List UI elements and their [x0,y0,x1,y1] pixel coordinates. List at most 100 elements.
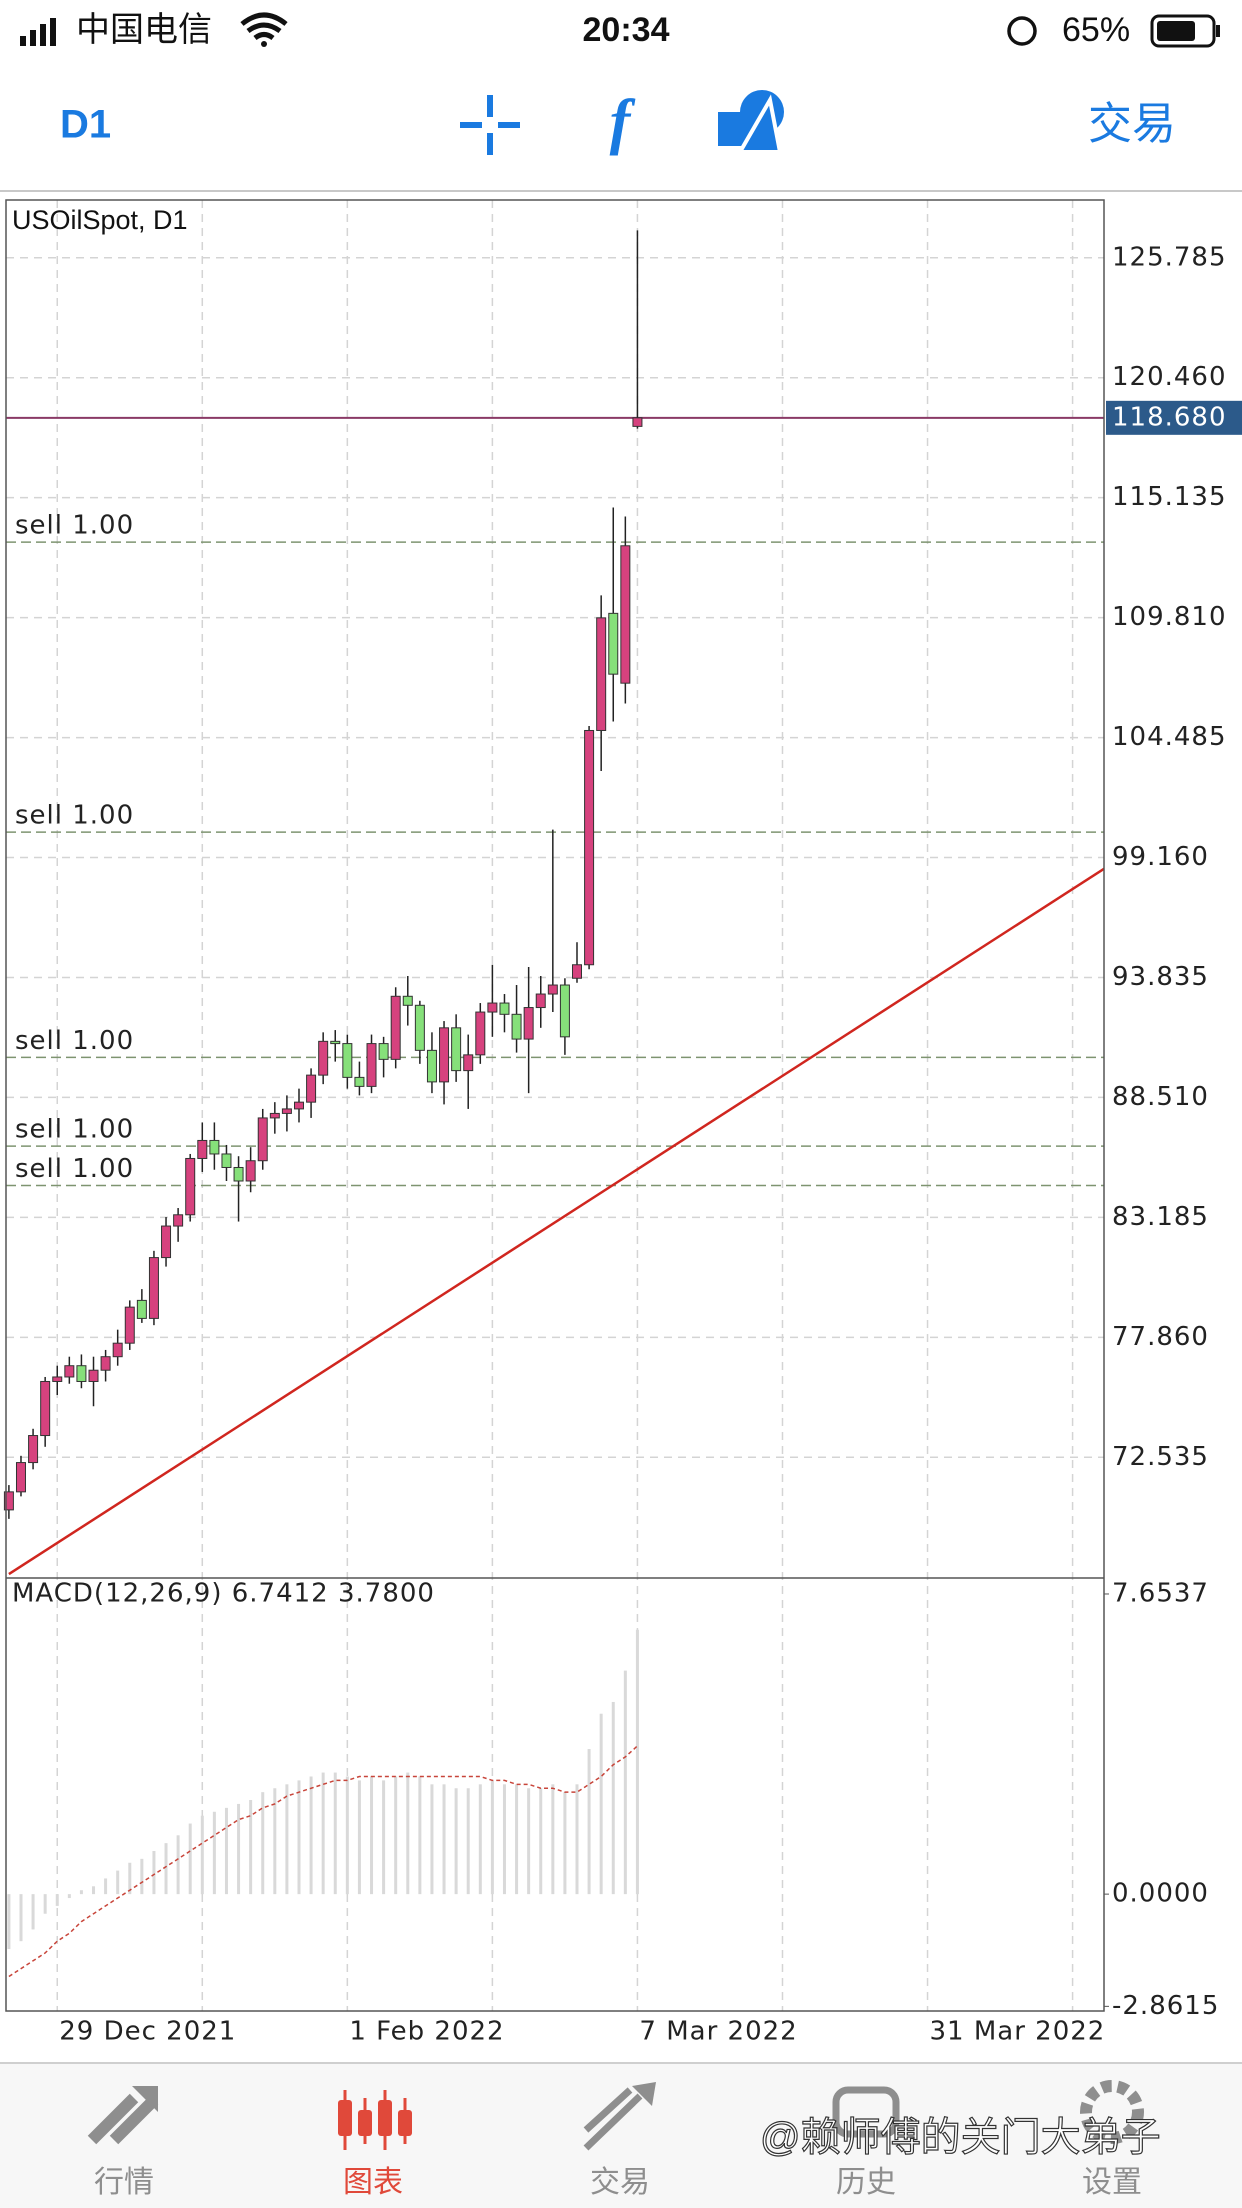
histogram-bar [104,1878,108,1895]
histogram-bar [31,1894,35,1930]
candle-body [571,964,582,979]
tab-label[interactable]: 交易 [590,2166,650,2199]
lock-icon [1007,16,1037,46]
histogram-bar [502,1784,506,1895]
histogram-bar [623,1670,627,1895]
tab-label[interactable]: 行情 [94,2166,154,2199]
y-tick-label: 83.185 [1112,1202,1209,1232]
candle-body [221,1153,232,1168]
histogram-bar [430,1784,434,1895]
histogram-bar [200,1815,204,1895]
histogram-bar [67,1894,71,1899]
chart-frame [5,199,1105,2012]
order-label: sell 1.00 [15,1026,134,1056]
tab-label[interactable]: 图表 [343,2166,403,2199]
candle-body [197,1139,208,1159]
crosshair-button[interactable] [460,95,520,155]
candle-body [487,1002,498,1013]
candle-body [3,1491,14,1511]
histogram-bar [527,1788,531,1895]
tab-label[interactable]: 设置 [1082,2166,1142,2199]
histogram-bar [635,1629,639,1895]
y-tick-label: 0.0000 [1112,1879,1209,1909]
histogram-bar [370,1776,374,1895]
y-tick-label: 99.160 [1112,842,1209,872]
candle-body [161,1225,172,1259]
histogram-bar [152,1850,156,1895]
histogram-bar [575,1784,579,1895]
candle-body [173,1214,184,1227]
candle-body [15,1462,26,1493]
candle-body [293,1101,304,1110]
candle-body [608,612,619,675]
indicators-button[interactable]: f [610,88,636,156]
tab-icon-part [132,2086,158,2112]
timeframe-button[interactable]: D1 [60,103,111,147]
histogram-bar [188,1823,192,1895]
histogram-bar [406,1772,410,1895]
histogram-bar [442,1784,446,1895]
histogram-bar [490,1780,494,1895]
tab-label[interactable]: 历史 [836,2166,896,2199]
y-tick-label: 93.835 [1112,962,1209,992]
tab-icon [583,2082,656,2151]
signal-line [8,1745,638,1978]
trade-button[interactable]: 交易 [1088,100,1176,149]
tab-icon-part [832,2086,900,2138]
candle-body [559,984,570,1038]
candle-body [136,1299,147,1319]
tab-bar [0,2063,1242,2208]
tab-icon-part [398,2110,412,2136]
histogram-bar [382,1780,386,1895]
chart: 125.785 120.460 115.135 109.810 104.485 99.16… [3,199,1242,2047]
candle-body [390,995,401,1060]
x-tick-label: 1 Feb 2022 [349,2017,504,2047]
candle-body [354,1076,365,1087]
candle-body [439,1027,450,1083]
histogram-bar [116,1870,120,1895]
histogram-bar [7,1894,11,1950]
y-tick-label: 109.810 [1112,602,1227,632]
battery-tip [1216,25,1220,37]
histogram-bar [19,1894,23,1942]
histogram-bar [551,1784,555,1895]
tab-icon [832,2086,900,2138]
indicator-title: MACD(12,26,9) 6.7412 3.7800 [12,1579,435,1609]
x-tick-label: 31 Mar 2022 [930,2017,1106,2047]
histogram-bar [454,1788,458,1895]
tab-icon [1080,2080,1144,2144]
histogram-bar [563,1792,567,1895]
candle-body [463,1054,474,1072]
histogram-bar [261,1792,265,1895]
candle-body [28,1435,39,1464]
candle-body [257,1117,268,1162]
order-label: sell 1.00 [15,1115,134,1145]
candle-body [88,1369,99,1382]
candle-body [632,417,643,427]
tab-icon-part [87,2093,159,2145]
tab-icon-part [583,2087,643,2151]
candle-body [124,1306,135,1344]
histogram-bar [466,1788,470,1895]
histogram-bar [345,1776,349,1895]
histogram-bar [212,1811,216,1895]
histogram-bar [418,1776,422,1895]
candle-body [547,984,558,995]
histogram-bar [539,1788,543,1895]
histogram-bar [164,1843,168,1895]
y-tick-label: -2.8615 [1112,1991,1219,2021]
chart-title: USOilSpot, D1 [12,205,188,235]
candle-body [76,1365,87,1382]
candle-body [269,1112,280,1119]
tab-icon [87,2086,159,2145]
objects-button[interactable] [718,90,784,154]
candle-body [620,545,631,684]
candle-body [499,1002,510,1015]
candle-body [245,1160,256,1182]
histogram-bar [394,1776,398,1895]
histogram-bar [515,1784,519,1895]
order-label: sell 1.00 [15,511,134,541]
tab-icon-part [632,2082,656,2106]
histogram-bar [43,1894,47,1914]
candle-body [584,729,595,966]
